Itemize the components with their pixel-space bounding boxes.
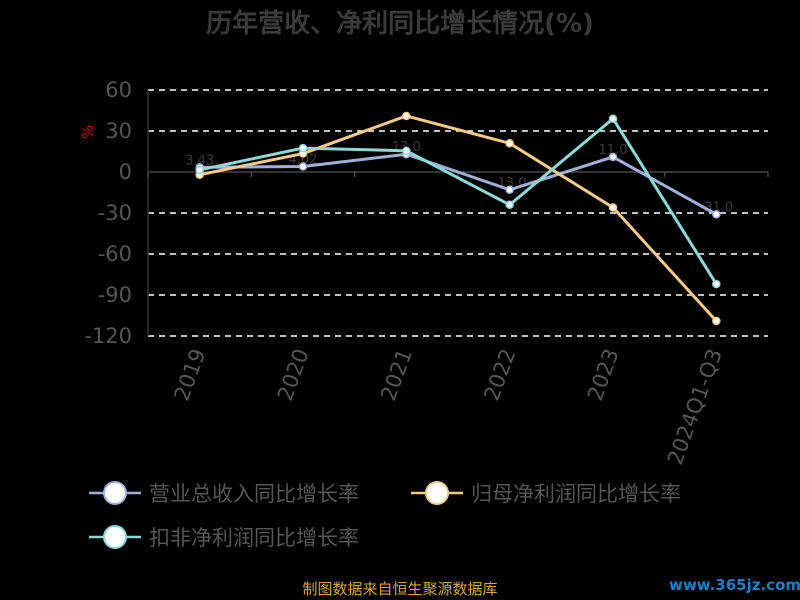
y-tick-label: -90 — [98, 283, 132, 307]
y-axis-unit-label: % — [79, 125, 97, 139]
data-point — [505, 185, 514, 195]
data-point — [608, 203, 618, 212]
series-line — [199, 117, 718, 285]
legend-marker — [103, 481, 127, 505]
x-tick-label: 2024Q1-Q3 — [663, 346, 727, 468]
axis-layer: 60 30 0 -30 -60 -90 -120 2019 2020 2021 2022 2023 20… — [84, 78, 769, 468]
y-tick-label: 60 — [105, 78, 132, 102]
data-point — [298, 162, 308, 171]
watermark-text: www.365jz.com — [669, 576, 800, 594]
y-tick-label: 0 — [119, 160, 132, 184]
data-point — [195, 165, 204, 175]
grid-layer — [148, 89, 768, 337]
y-tick-label: 30 — [105, 119, 132, 143]
series-line — [199, 114, 718, 322]
x-tick-label: 2023 — [583, 346, 624, 404]
legend-label: 营业总收入同比增长率 — [149, 482, 359, 506]
legend-label: 归母净利润同比增长率 — [471, 482, 681, 506]
data-point — [608, 114, 618, 123]
data-point — [712, 210, 721, 219]
legend-label: 扣非净利润同比增长率 — [149, 526, 359, 550]
y-tick-label: -60 — [98, 242, 132, 266]
data-source-note: 制图数据来自恒生聚源数据库 — [302, 580, 497, 598]
data-label: -31.0 — [700, 200, 734, 215]
x-tick-label: 2019 — [170, 346, 211, 404]
x-tick-label: 2021 — [376, 346, 417, 404]
x-tick-label: 2022 — [480, 346, 521, 404]
legend-marker — [103, 525, 127, 549]
data-point — [298, 143, 308, 153]
x-tick-label: 2020 — [273, 346, 314, 404]
y-tick-label: -30 — [98, 201, 132, 225]
series-line — [199, 152, 718, 216]
data-point — [608, 152, 618, 162]
data-label: 3.43 — [185, 153, 214, 168]
data-point — [505, 139, 514, 148]
data-point — [712, 316, 721, 326]
y-tick-label: -120 — [84, 324, 132, 348]
data-point — [505, 200, 514, 210]
data-point — [402, 111, 411, 121]
legend-marker — [425, 481, 449, 505]
series-layer — [195, 111, 721, 326]
data-label: 11.0 — [599, 143, 628, 158]
chart-title: 历年营收、净利同比增长情况(%) — [206, 8, 594, 39]
data-point — [712, 279, 721, 289]
data-point — [402, 146, 411, 156]
